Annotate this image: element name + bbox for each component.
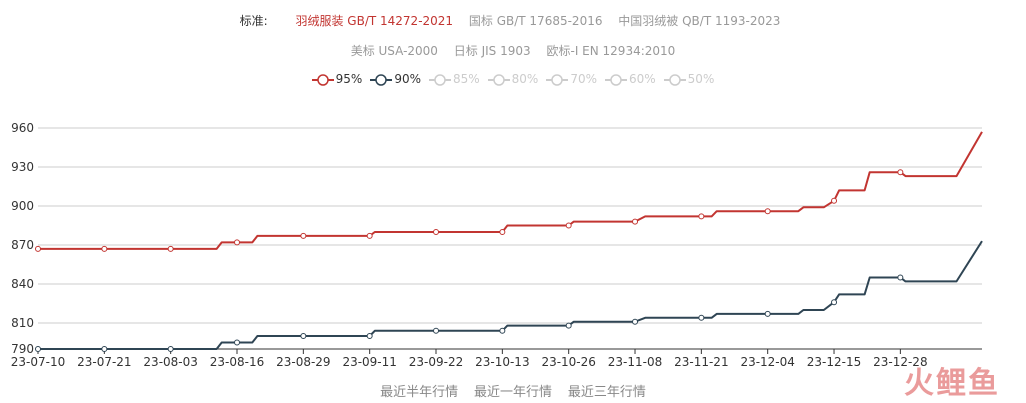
watermark-logo: 火鲤鱼 bbox=[904, 366, 1000, 401]
data-point-95pct bbox=[35, 245, 41, 252]
x-tick-label: 23-12-04 bbox=[740, 355, 794, 369]
data-point-90pct bbox=[698, 314, 705, 321]
data-point-95pct bbox=[897, 169, 904, 176]
data-point-95pct bbox=[234, 239, 241, 246]
data-point-90pct bbox=[897, 274, 904, 281]
data-point-90pct bbox=[35, 346, 41, 352]
legend-item-85pct[interactable]: 85% bbox=[428, 72, 480, 86]
data-point-95pct bbox=[698, 213, 705, 220]
data-point-90pct bbox=[831, 299, 838, 306]
legend-item-70pct[interactable]: 70% bbox=[546, 72, 597, 86]
data-point-95pct bbox=[764, 208, 771, 215]
x-tick-label: 23-10-13 bbox=[475, 355, 529, 369]
data-point-90pct bbox=[300, 333, 307, 339]
legend-label: 80% bbox=[511, 72, 539, 86]
y-tick-label: 900 bbox=[11, 199, 34, 213]
series-line-90pct bbox=[38, 240, 983, 350]
range-link-three-years[interactable]: 最近三年行情 bbox=[567, 385, 646, 400]
standard-option-jis-1903[interactable]: 日标 JIS 1903 bbox=[453, 44, 531, 58]
x-tick-label: 23-09-22 bbox=[409, 355, 463, 369]
x-tick-label: 23-12-28 bbox=[873, 355, 927, 369]
y-tick-label: 810 bbox=[11, 316, 34, 330]
data-point-95pct bbox=[167, 245, 174, 252]
data-point-95pct bbox=[300, 232, 307, 239]
data-point-95pct bbox=[565, 222, 572, 229]
data-point-90pct bbox=[366, 333, 373, 339]
standards-row-1: 标准: 羽绒服装 GB/T 14272-2021 国标 GB/T 17685-2… bbox=[0, 12, 1026, 29]
data-point-95pct bbox=[499, 229, 506, 235]
x-tick-label: 23-10-26 bbox=[541, 355, 595, 369]
x-tick-label: 23-11-21 bbox=[674, 355, 728, 369]
data-point-90pct bbox=[101, 346, 108, 352]
legend-item-50pct[interactable]: 50% bbox=[663, 72, 715, 86]
standard-option-qbt-1193[interactable]: 中国羽绒被 QB/T 1193-2023 bbox=[618, 14, 781, 28]
data-point-90pct bbox=[632, 318, 639, 325]
standard-option-gbt-14272[interactable]: 羽绒服装 GB/T 14272-2021 bbox=[295, 14, 454, 28]
legend-label: 95% bbox=[335, 72, 363, 86]
standard-option-en-12934[interactable]: 欧标-I EN 12934:2010 bbox=[546, 44, 676, 58]
data-point-90pct bbox=[565, 322, 572, 329]
data-point-90pct bbox=[764, 310, 771, 317]
y-tick-label: 960 bbox=[11, 121, 34, 135]
data-point-90pct bbox=[499, 327, 506, 334]
legend-item-95pct[interactable]: 95% bbox=[311, 72, 363, 86]
data-point-95pct bbox=[831, 197, 838, 204]
data-point-90pct bbox=[234, 339, 241, 346]
x-tick-label: 23-08-03 bbox=[143, 355, 197, 369]
y-tick-label: 840 bbox=[11, 277, 34, 291]
data-point-90pct bbox=[433, 327, 440, 334]
range-link-one-year[interactable]: 最近一年行情 bbox=[473, 385, 552, 400]
x-tick-label: 23-08-16 bbox=[210, 355, 264, 369]
range-links: 最近半年行情 最近一年行情 最近三年行情 bbox=[0, 381, 1026, 400]
x-tick-label: 23-12-15 bbox=[807, 355, 861, 369]
legend-item-80pct[interactable]: 80% bbox=[487, 72, 539, 86]
x-tick-label: 23-08-29 bbox=[276, 355, 330, 369]
series-line-95pct bbox=[38, 131, 983, 250]
data-point-90pct bbox=[167, 346, 174, 352]
data-point-95pct bbox=[101, 245, 108, 252]
legend-item-60pct[interactable]: 60% bbox=[605, 72, 656, 86]
x-tick-label: 23-11-08 bbox=[608, 355, 662, 369]
y-tick-label: 930 bbox=[11, 160, 34, 174]
legend-label: 90% bbox=[394, 72, 421, 86]
chart-legend: 95% 90% 85% 80% 70% 60% 50% bbox=[0, 72, 1026, 86]
y-tick-label: 870 bbox=[11, 238, 34, 252]
legend-label: 85% bbox=[452, 72, 480, 86]
standard-option-usa-2000[interactable]: 美标 USA-2000 bbox=[350, 44, 438, 58]
range-link-half-year[interactable]: 最近半年行情 bbox=[380, 385, 459, 400]
legend-label: 60% bbox=[629, 72, 656, 86]
legend-label: 70% bbox=[570, 72, 597, 86]
x-tick-label: 23-09-11 bbox=[342, 355, 396, 369]
standard-option-gbt-17685[interactable]: 国标 GB/T 17685-2016 bbox=[468, 14, 603, 28]
x-tick-label: 23-07-21 bbox=[77, 355, 131, 369]
standards-row-2: 美标 USA-2000 日标 JIS 1903 欧标-I EN 12934:20… bbox=[0, 42, 1026, 59]
standards-label: 标准: bbox=[239, 14, 268, 28]
data-point-95pct bbox=[433, 229, 440, 235]
legend-item-90pct[interactable]: 90% bbox=[370, 72, 421, 86]
data-point-95pct bbox=[366, 232, 373, 239]
y-tick-label: 790 bbox=[11, 342, 34, 356]
legend-label: 50% bbox=[687, 72, 715, 86]
x-tick-label: 23-07-10 bbox=[11, 355, 65, 369]
data-point-95pct bbox=[632, 218, 639, 225]
